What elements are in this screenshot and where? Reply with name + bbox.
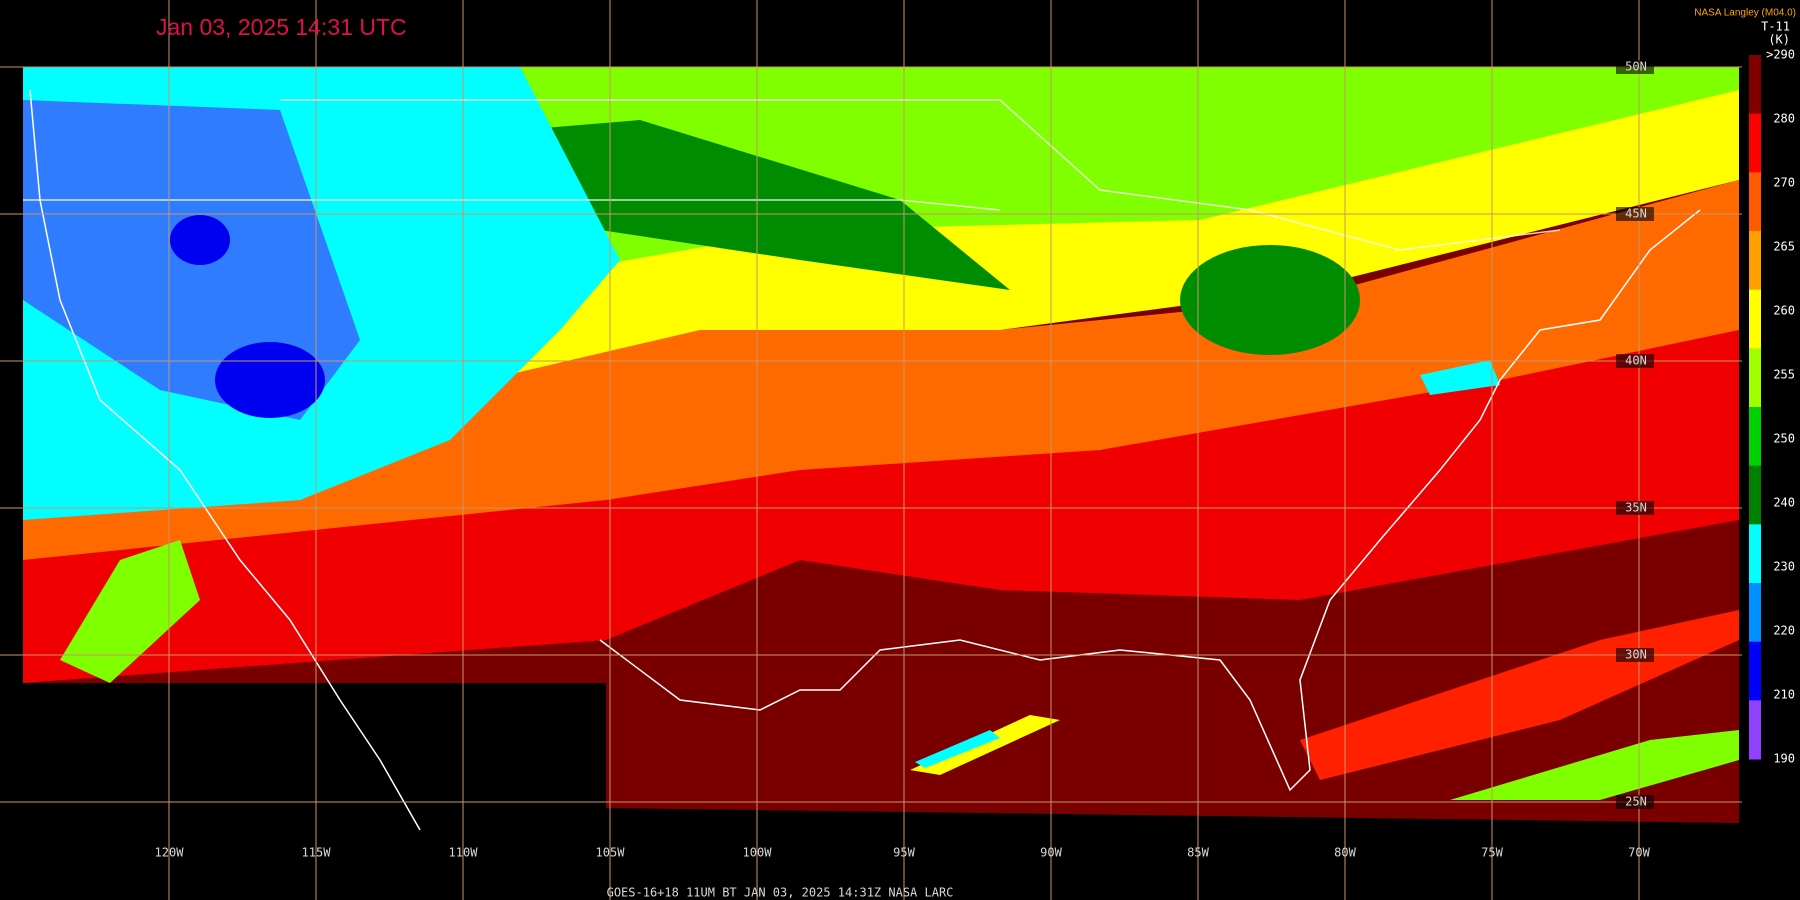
longitude-label: 85W: [1187, 846, 1209, 860]
latitude-label-bg: [1616, 795, 1654, 809]
longitude-label: 75W: [1481, 846, 1503, 860]
longitude-label: 105W: [596, 846, 626, 860]
colorbar-segment: [1749, 172, 1761, 232]
colorbar-segment: [1749, 348, 1761, 408]
coastlines: [23, 89, 1701, 831]
latitude-label: 45N: [1625, 207, 1647, 221]
colorbar-segment: [1749, 231, 1761, 291]
latitude-label-bg: [1616, 207, 1654, 221]
timestamp-title: Jan 03, 2025 14:31 UTC: [156, 14, 407, 40]
region-streak: [1450, 730, 1739, 800]
colorbar-label: 280: [1773, 112, 1795, 126]
colorbar-label: 255: [1773, 368, 1795, 382]
latitude-label-bg: [1616, 648, 1654, 662]
credit: NASA Langley (M04.0): [1694, 8, 1796, 19]
colorbar: >290 280 270 265 260 255 250 240 230 220 210 190: [1749, 48, 1795, 766]
longitude-label: 95W: [893, 846, 915, 860]
longitude-label: 80W: [1334, 846, 1356, 860]
colorbar-label: 250: [1773, 432, 1795, 446]
coastline: [29, 89, 421, 831]
colorbar-segment: [1749, 641, 1761, 701]
colorbar-segment: [1749, 55, 1761, 115]
latitude-label-bg: [1616, 501, 1654, 515]
colorbar-label: 220: [1773, 624, 1795, 638]
region-streak: [915, 730, 1000, 768]
latitude-label: 25N: [1625, 795, 1647, 809]
latitude-label-bg: [1616, 354, 1654, 368]
colorbar-label: 260: [1773, 304, 1795, 318]
footer: GOES-16+18 11UM BT JAN 03, 2025 14:31Z N…: [607, 886, 954, 900]
region-deep-blue: [170, 215, 230, 265]
colorbar-segment: [1749, 465, 1761, 525]
region-lakes-green: [1180, 245, 1360, 355]
latitude-label: 35N: [1625, 501, 1647, 515]
colorbar-label: 210: [1773, 688, 1795, 702]
longitude-label: 120W: [155, 846, 185, 860]
longitude-label: 100W: [743, 846, 773, 860]
unit: (K): [1768, 33, 1790, 47]
colorbar-segment: [1749, 113, 1761, 173]
region-streak: [910, 715, 1060, 775]
region-cyan: [1420, 360, 1500, 395]
colorbar-label: 270: [1773, 176, 1795, 190]
graticule: 120W 115W 110W 105W 100W 95W 90W 85W 80W 75W 70W 50…: [0, 0, 1742, 900]
latitude-label-bg: [1616, 60, 1654, 74]
latitude-label: 30N: [1625, 648, 1647, 662]
latitude-label: 50N: [1625, 60, 1647, 74]
colorbar-label: 230: [1773, 560, 1795, 574]
border: [280, 99, 1561, 251]
colorbar-segment: [1749, 700, 1761, 760]
colorbar-label: 190: [1773, 752, 1795, 766]
colorbar-segment: [1749, 524, 1761, 584]
region-green: [60, 540, 200, 683]
latitude-label: 40N: [1625, 354, 1647, 368]
longitude-label: 115W: [302, 846, 332, 860]
colorbar-label: 240: [1773, 496, 1795, 510]
colorbar-segment: [1749, 289, 1761, 349]
colorbar-segment: [1749, 407, 1761, 467]
longitude-label: 90W: [1040, 846, 1062, 860]
region-orange: [23, 180, 1739, 560]
colorbar-segment: [1749, 583, 1761, 643]
region-deep-blue: [215, 342, 325, 418]
border: [23, 199, 1001, 211]
longitude-label: 110W: [449, 846, 479, 860]
longitude-label: 70W: [1628, 846, 1650, 860]
colorbar-label: 265: [1773, 240, 1795, 254]
product: T-11: [1761, 20, 1790, 34]
coastline: [599, 209, 1701, 792]
colorbar-label: >290: [1766, 48, 1795, 62]
